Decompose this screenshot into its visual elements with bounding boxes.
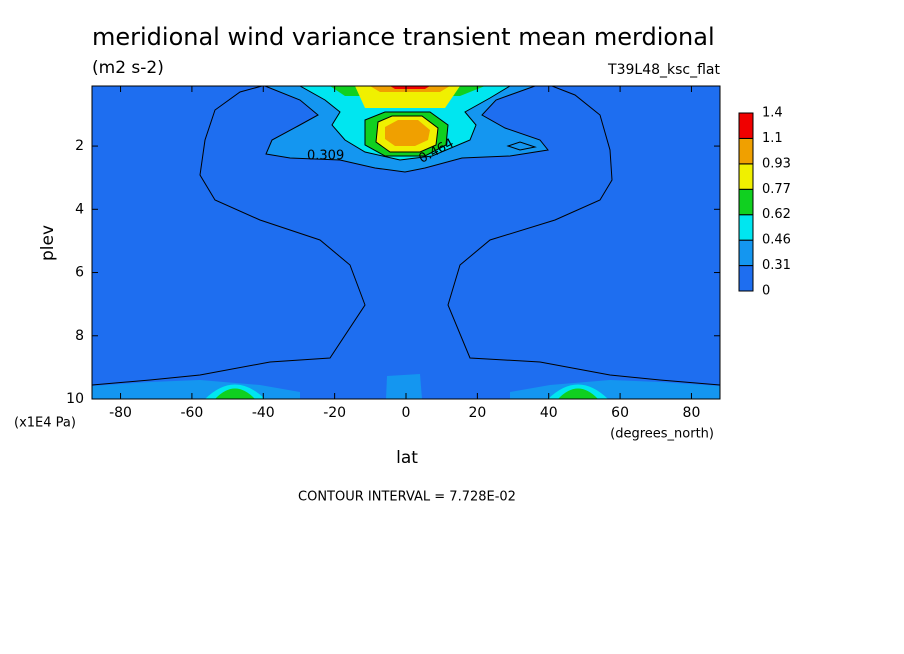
footer: CONTOUR INTERVAL = 7.728E-02 [298,490,516,505]
x-tick-label: 20 [468,405,486,421]
x-tick-label: -20 [323,405,346,421]
colorbar-box [738,239,754,267]
y-axis-label: plev [38,225,58,261]
chart-title: meridional wind variance transient mean … [92,23,715,51]
x-tick-label: 40 [540,405,558,421]
contour-line [299,86,511,161]
contour-line [264,86,549,173]
contour-line [506,141,537,151]
x-tick-label: 80 [683,405,701,421]
x-tick-label: -80 [109,405,132,421]
colorbar-box [738,137,754,165]
field [92,86,720,399]
experiment: T39L48_ksc_flat [607,62,720,78]
x-axis-label: lat [396,448,418,468]
colorbar-label: 1.1 [762,131,783,146]
colorbar-box [738,265,754,292]
y-tick-label: 8 [75,328,84,344]
x-units: (degrees_north) [610,427,714,442]
contour-line [447,86,720,386]
region [390,86,430,89]
colorbar-label: 0.46 [762,233,791,248]
colorbar-label: 0.62 [762,207,791,222]
y-tick-label: 10 [66,391,84,407]
y-tick-label: 4 [75,201,84,217]
contour-line [92,86,366,386]
x-tick-label: -40 [252,405,275,421]
colorbar-box [738,214,754,241]
y-tick-label: 6 [75,265,84,281]
contour-line [375,115,439,153]
colorbar-box [738,188,754,216]
region [355,86,460,152]
x-tick-label: 0 [402,405,411,421]
contour-label: 0.309 [307,149,344,164]
x-tick-label: 60 [611,405,629,421]
y-tick-label: 2 [75,138,84,154]
colorbar-label: 0.77 [762,182,791,197]
colorbar-label: 0.93 [762,156,791,171]
colorbar-label: 0 [762,284,770,299]
contour-lines [92,86,720,386]
contour-line [364,111,449,157]
colorbar-label: 1.4 [762,106,783,121]
y-units: (x1E4 Pa) [14,416,76,431]
region [370,86,450,146]
colorbar-box [738,112,754,139]
x-tick-label: -60 [180,405,203,421]
colorbar-label: 0.31 [762,258,791,273]
units: (m2 s-2) [92,58,164,78]
colorbar-box [738,163,754,190]
